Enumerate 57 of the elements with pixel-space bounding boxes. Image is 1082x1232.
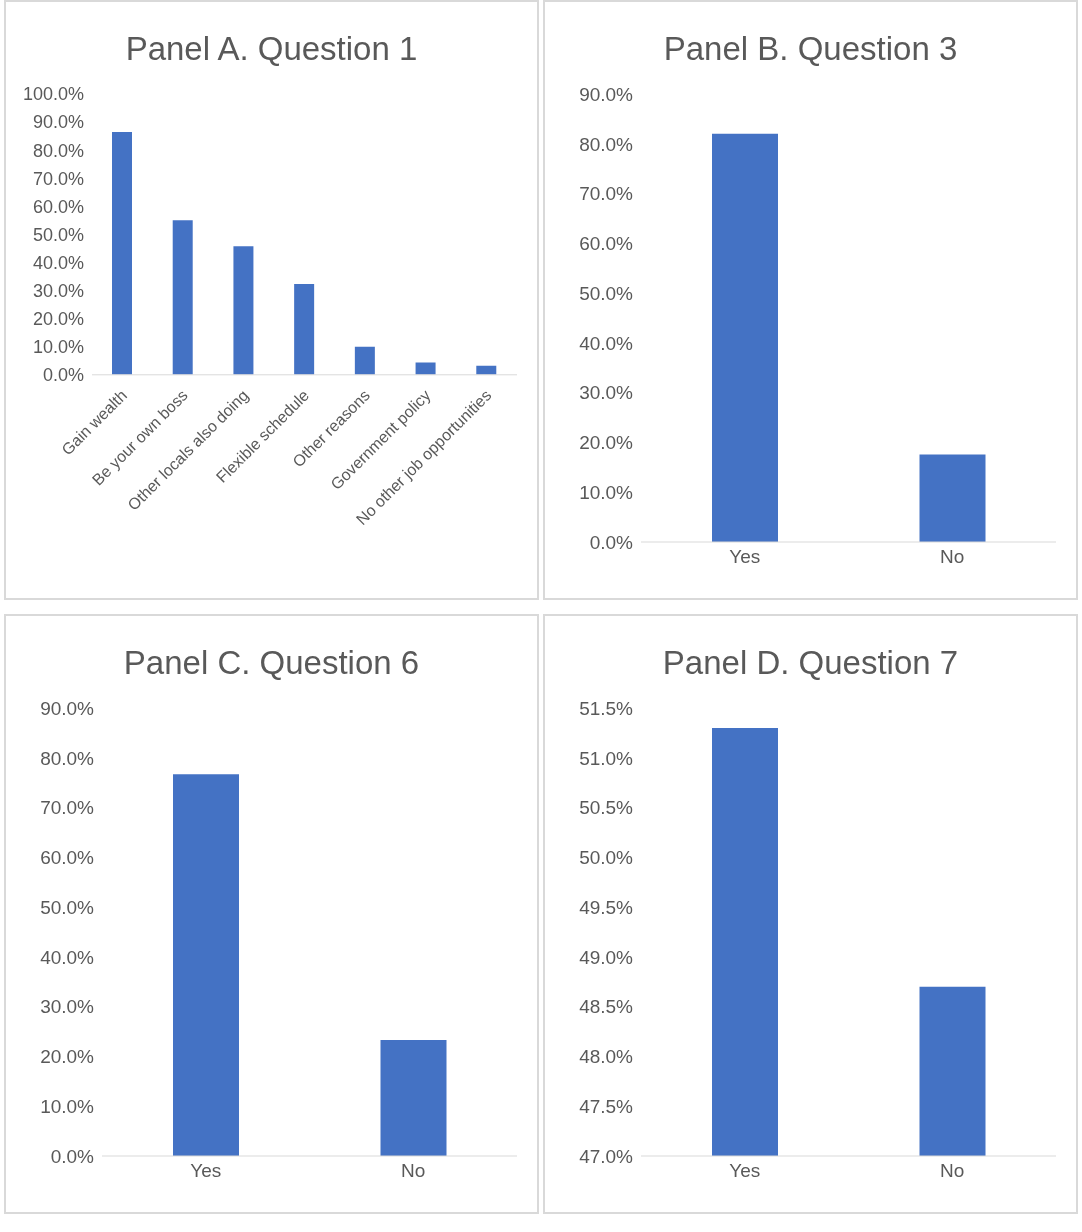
y-tick-label: 80.0%	[32, 140, 84, 161]
y-tick-label: 30.0%	[579, 382, 634, 404]
y-tick-label: 50.0%	[40, 896, 95, 918]
y-tick-label: 10.0%	[32, 337, 84, 358]
y-tick-label: 50.0%	[32, 224, 84, 245]
y-tick-label: 70.0%	[579, 183, 634, 205]
x-tick-label: No	[401, 1160, 426, 1182]
chart-title: Panel C. Question 6	[122, 644, 421, 683]
y-tick-label: 90.0%	[40, 697, 95, 719]
y-tick-label: 20.0%	[579, 432, 634, 454]
y-tick-label: 51.0%	[579, 747, 634, 769]
y-tick-label: 48.0%	[579, 1046, 634, 1068]
y-tick-label: 0.0%	[50, 1145, 95, 1167]
y-tick-label: 20.0%	[32, 309, 84, 330]
chart-title: Panel A. Question 1	[124, 30, 419, 69]
x-tick-label: Yes	[729, 1160, 761, 1182]
bar	[294, 284, 315, 375]
y-tick-label: 100.0%	[22, 84, 84, 105]
y-tick-label: 60.0%	[579, 233, 634, 255]
y-tick-label: 10.0%	[579, 481, 634, 503]
bar	[233, 246, 254, 375]
y-tick-label: 60.0%	[32, 196, 84, 217]
y-tick-label: 0.0%	[42, 365, 84, 386]
bar	[354, 346, 375, 375]
chart-title: Panel D. Question 7	[661, 644, 960, 683]
y-tick-label: 50.0%	[579, 282, 634, 304]
x-tick-label: No	[940, 546, 965, 568]
x-tick-label: Yes	[729, 546, 761, 568]
y-tick-label: 50.0%	[579, 847, 634, 869]
y-tick-label: 80.0%	[40, 747, 95, 769]
y-tick-label: 48.5%	[579, 996, 634, 1018]
y-tick-label: 70.0%	[32, 168, 84, 189]
y-tick-label: 51.5%	[579, 697, 634, 719]
y-tick-label: 10.0%	[40, 1095, 95, 1117]
y-tick-label: 80.0%	[579, 133, 634, 155]
y-tick-label: 40.0%	[40, 946, 95, 968]
y-tick-label: 90.0%	[32, 112, 84, 133]
y-tick-label: 70.0%	[40, 797, 95, 819]
y-tick-label: 90.0%	[579, 83, 634, 105]
bar	[112, 131, 132, 375]
y-tick-label: 20.0%	[40, 1046, 95, 1068]
bar	[172, 220, 193, 375]
bar	[415, 362, 436, 375]
y-tick-label: 30.0%	[32, 280, 84, 301]
y-tick-label: 0.0%	[589, 531, 634, 553]
y-tick-label: 47.5%	[579, 1095, 634, 1117]
y-tick-label: 60.0%	[40, 847, 95, 869]
y-tick-label: 49.5%	[579, 896, 634, 918]
chart-title: Panel B. Question 3	[662, 30, 959, 69]
y-tick-label: 30.0%	[40, 996, 95, 1018]
y-tick-label: 40.0%	[579, 332, 634, 354]
y-tick-label: 40.0%	[32, 252, 84, 273]
x-tick-label: Yes	[190, 1160, 222, 1182]
y-tick-label: 47.0%	[579, 1145, 634, 1167]
x-tick-label: No	[940, 1160, 965, 1182]
y-tick-label: 49.0%	[579, 946, 634, 968]
y-tick-label: 50.5%	[579, 797, 634, 819]
